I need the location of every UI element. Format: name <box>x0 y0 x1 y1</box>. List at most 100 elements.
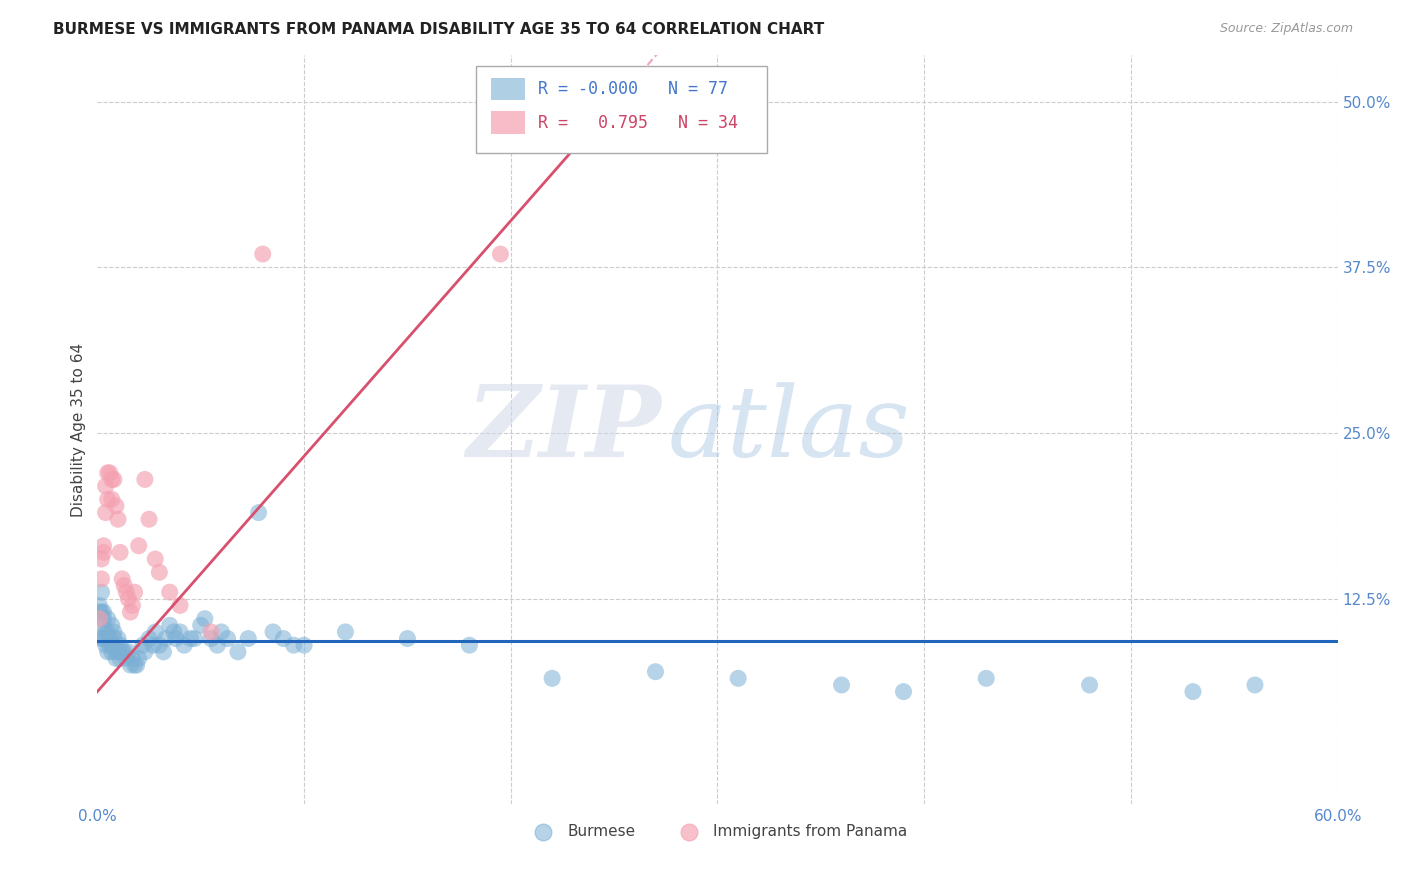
Point <box>155 632 177 646</box>
Point <box>94 638 117 652</box>
Point <box>104 645 127 659</box>
Point <box>94 624 117 639</box>
Point <box>89 599 111 613</box>
Point <box>104 651 127 665</box>
Point <box>207 638 229 652</box>
Point <box>458 638 481 652</box>
Point <box>90 605 112 619</box>
Point <box>94 632 117 646</box>
Point <box>200 624 222 639</box>
Point <box>93 545 115 559</box>
Point <box>1181 684 1204 698</box>
Bar <box>491 112 526 134</box>
Point <box>183 632 205 646</box>
Point <box>101 618 124 632</box>
Point <box>107 512 129 526</box>
Text: atlas: atlas <box>668 382 911 477</box>
Point <box>89 612 111 626</box>
Text: R = -0.000   N = 77: R = -0.000 N = 77 <box>537 80 728 98</box>
Point <box>238 632 260 646</box>
Point <box>93 632 115 646</box>
Point <box>138 632 160 646</box>
Point <box>128 539 150 553</box>
Point <box>974 671 997 685</box>
Point <box>117 591 139 606</box>
Y-axis label: Disability Age 35 to 64: Disability Age 35 to 64 <box>72 343 86 516</box>
Point <box>93 618 115 632</box>
Point <box>97 645 120 659</box>
Point <box>148 638 170 652</box>
Text: Source: ZipAtlas.com: Source: ZipAtlas.com <box>1219 22 1353 36</box>
Point <box>143 624 166 639</box>
Point <box>97 612 120 626</box>
Point <box>89 605 111 619</box>
Point <box>152 645 174 659</box>
Point <box>90 585 112 599</box>
Point <box>90 572 112 586</box>
Point <box>134 645 156 659</box>
Point <box>108 651 131 665</box>
Point <box>101 638 124 652</box>
Point <box>194 612 217 626</box>
Point <box>283 638 305 652</box>
Point <box>93 612 115 626</box>
Point <box>727 671 749 685</box>
Point <box>97 624 120 639</box>
Point <box>124 658 146 673</box>
Point <box>217 632 239 646</box>
Point <box>112 645 135 659</box>
Point <box>101 473 124 487</box>
Point <box>396 632 419 646</box>
Text: R =   0.795   N = 34: R = 0.795 N = 34 <box>537 113 738 131</box>
Point <box>97 492 120 507</box>
Point <box>148 566 170 580</box>
Point <box>262 624 284 639</box>
Point <box>111 645 134 659</box>
Point <box>1244 678 1267 692</box>
Bar <box>491 78 526 100</box>
Point <box>209 624 232 639</box>
Point <box>125 658 148 673</box>
Point <box>107 632 129 646</box>
Point <box>103 624 125 639</box>
Point <box>247 506 270 520</box>
Point <box>103 632 125 646</box>
Point <box>108 638 131 652</box>
Point <box>541 671 564 685</box>
Point <box>273 632 295 646</box>
Point <box>120 658 142 673</box>
Legend: Burmese, Immigrants from Panama: Burmese, Immigrants from Panama <box>522 818 914 846</box>
Point <box>138 512 160 526</box>
Point <box>104 499 127 513</box>
Point <box>94 506 117 520</box>
Point <box>115 585 138 599</box>
Point <box>101 492 124 507</box>
Point <box>143 552 166 566</box>
Point <box>107 645 129 659</box>
Point <box>134 473 156 487</box>
Point <box>117 645 139 659</box>
Point <box>252 247 274 261</box>
Point <box>121 651 143 665</box>
Point <box>111 572 134 586</box>
Text: BURMESE VS IMMIGRANTS FROM PANAMA DISABILITY AGE 35 TO 64 CORRELATION CHART: BURMESE VS IMMIGRANTS FROM PANAMA DISABI… <box>53 22 825 37</box>
Point <box>90 552 112 566</box>
Point <box>108 545 131 559</box>
Point <box>163 624 186 639</box>
Point <box>200 632 222 646</box>
Point <box>893 684 915 698</box>
Point <box>190 618 212 632</box>
Point <box>90 632 112 646</box>
Point <box>582 121 605 136</box>
Point <box>173 638 195 652</box>
Point <box>1078 678 1101 692</box>
Point <box>115 651 138 665</box>
Bar <box>475 66 768 153</box>
Point <box>101 645 124 659</box>
Point <box>128 651 150 665</box>
Point <box>98 638 121 652</box>
Point <box>644 665 666 679</box>
Point <box>93 605 115 619</box>
Point <box>112 578 135 592</box>
Point <box>169 599 191 613</box>
